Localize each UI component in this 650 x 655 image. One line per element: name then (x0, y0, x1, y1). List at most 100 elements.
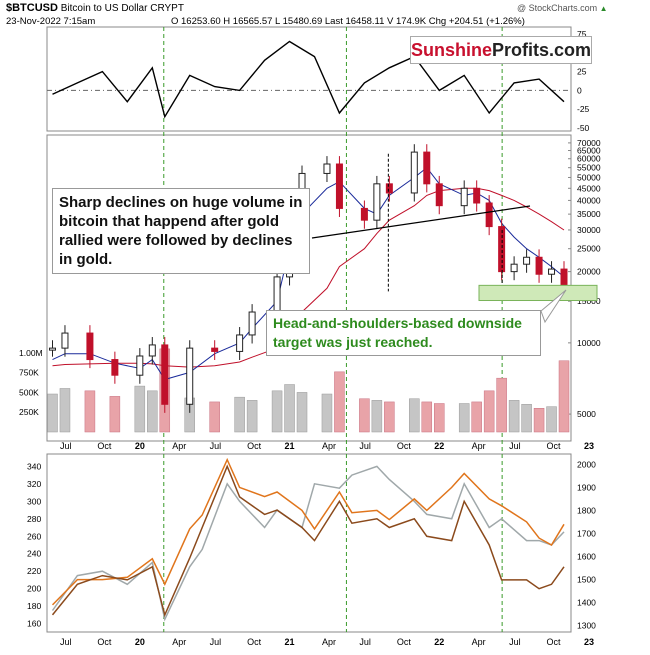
price-x-tick-0: Jul (60, 441, 72, 451)
cmp-left-tick-2: 300 (27, 496, 41, 506)
candle-body-6 (161, 344, 169, 405)
volume-bar-30 (558, 360, 570, 433)
candle-body-8 (211, 347, 219, 352)
candle-body-26 (510, 263, 518, 273)
volume-bar-10 (246, 400, 258, 433)
osc-tick-label-5: -50 (577, 123, 590, 133)
price-x-tick-1: Oct (97, 441, 112, 451)
chart-watermark-line: @ StockCharts.com ▲ (517, 3, 608, 13)
price-x-tick-13: Oct (547, 441, 562, 451)
price-tick-label-8: 30000 (577, 225, 601, 235)
volume-bar-14 (321, 393, 333, 433)
cmp-x-tick-8: Jul (359, 637, 371, 647)
cmp-left-tick-8: 180 (27, 601, 41, 611)
candle-body-27 (523, 256, 531, 265)
volume-bar-27 (521, 404, 532, 433)
volume-tick-label-0: 1.00M (19, 348, 43, 358)
right-annotation-text: Head-and-shoulders-based downside target… (273, 315, 522, 350)
price-x-tick-12: Jul (509, 441, 521, 451)
chart-symbol-line: $BTCUSD Bitcoin to US Dollar CRYPT (6, 2, 184, 14)
volume-bar-8 (209, 401, 220, 433)
volume-bar-25 (496, 377, 507, 433)
price-tick-label-4: 50000 (577, 172, 601, 182)
price-tick-label-10: 20000 (577, 267, 601, 277)
volume-bar-24 (483, 390, 495, 433)
brand-part-2: Profits.com (492, 40, 592, 60)
volume-bar-22 (458, 403, 470, 433)
candle-body-14 (323, 163, 331, 174)
chart-exchange: CRYPT (150, 3, 184, 14)
candle-body-25 (498, 226, 506, 273)
comparison-panel-frame (46, 453, 572, 633)
candle-body-1 (61, 332, 69, 349)
candle-body-17 (373, 183, 381, 221)
cmp-left-tick-9: 160 (27, 619, 41, 629)
candle-body-2 (86, 332, 94, 361)
cmp-x-tick-11: Apr (472, 637, 486, 647)
cmp-x-tick-12: Jul (509, 637, 521, 647)
volume-bar-1 (59, 388, 71, 433)
left-annotation-text: Sharp declines on huge volume in bitcoin… (59, 194, 303, 268)
cmp-right-tick-0: 2000 (577, 459, 596, 469)
cmp-series-line-2 (51, 464, 565, 618)
volume-bar-2 (84, 390, 96, 433)
price-x-tick-7: Apr (322, 441, 336, 451)
price-tick-label-3: 55000 (577, 163, 601, 173)
price-x-tick-8: Jul (359, 441, 371, 451)
candle-body-19 (410, 151, 418, 194)
cmp-right-tick-3: 1700 (577, 528, 596, 538)
chart-quote-line: O 16253.60 H 16565.57 L 15480.69 Last 16… (171, 16, 525, 27)
volume-bar-23 (471, 401, 482, 433)
volume-bar-13 (296, 392, 308, 433)
price-tick-label-0: 70000 (577, 138, 601, 148)
volume-bar-12 (284, 384, 295, 433)
chart-quote: O 16253.60 H 16565.57 L 15480.69 Last 16… (171, 16, 525, 27)
osc-tick-label-0: 75 (577, 29, 587, 39)
volume-bar-0 (47, 393, 58, 433)
price-x-tick-10: 22 (434, 441, 444, 451)
watermark-text: @ StockCharts.com (517, 3, 598, 13)
price-x-tick-5: Oct (247, 441, 262, 451)
volume-bar-16 (359, 398, 370, 433)
price-tick-label-9: 25000 (577, 244, 601, 254)
chart-symbol-name: Bitcoin to US Dollar (60, 3, 148, 14)
candle-body-15 (335, 163, 343, 209)
candle-body-0 (48, 347, 56, 351)
volume-bar-4 (134, 385, 146, 433)
cmp-x-tick-5: Oct (247, 637, 262, 647)
volume-bar-26 (508, 400, 520, 433)
cmp-x-tick-4: Jul (210, 637, 222, 647)
price-tick-label-13: 5000 (577, 409, 596, 419)
candle-body-3 (111, 359, 119, 376)
candle-body-21 (435, 183, 443, 207)
volume-bar-15 (334, 371, 345, 433)
candle-body-18 (385, 183, 393, 194)
volume-bar-28 (533, 408, 545, 433)
cmp-x-tick-7: Apr (322, 637, 336, 647)
chart-date: 23-Nov-2022 7:15am (6, 16, 96, 27)
price-tick-label-1: 65000 (577, 146, 601, 156)
cmp-x-tick-3: Apr (172, 637, 186, 647)
cmp-x-tick-6: 21 (285, 637, 295, 647)
volume-bar-17 (371, 400, 383, 433)
cmp-right-tick-7: 1300 (577, 621, 596, 631)
cmp-right-tick-5: 1500 (577, 575, 596, 585)
candle-body-4 (136, 355, 144, 376)
osc-tick-label-2: 25 (577, 67, 587, 77)
candle-body-24 (485, 202, 493, 228)
cmp-series-line-1 (51, 457, 565, 606)
brand-part-1: Sunshine (411, 40, 493, 60)
price-x-tick-4: Jul (210, 441, 222, 451)
cmp-x-tick-13: Oct (547, 637, 562, 647)
price-x-tick-11: Apr (472, 441, 486, 451)
price-tick-label-6: 40000 (577, 195, 601, 205)
cmp-left-tick-6: 220 (27, 566, 41, 576)
osc-series-line (52, 40, 565, 119)
volume-bar-21 (434, 403, 445, 433)
candle-body-7 (186, 347, 194, 405)
candle-body-20 (423, 151, 431, 185)
cmp-x-tick-0: Jul (60, 637, 72, 647)
volume-bar-3 (109, 396, 121, 433)
candle-body-5 (148, 344, 156, 357)
